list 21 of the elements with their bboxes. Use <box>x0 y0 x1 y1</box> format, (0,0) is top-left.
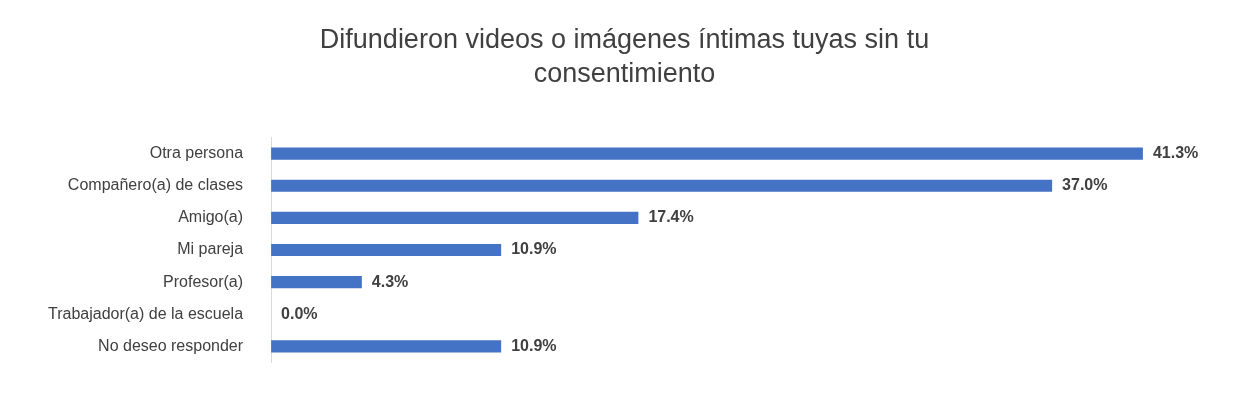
bar <box>271 243 502 257</box>
data-label: 10.9% <box>511 240 557 258</box>
bar <box>271 147 1143 160</box>
y-tick-label: Otra persona <box>149 144 244 162</box>
chart-title: Difundieron videos o imágenes íntimas tuyas sin tu consentimiento <box>318 23 931 90</box>
y-tick-label: Amigo(a) <box>178 208 244 226</box>
bar <box>271 340 502 353</box>
y-tick-label: Mi pareja <box>177 240 244 258</box>
data-label: 0.0% <box>281 304 318 322</box>
y-tick-label: Trabajador(a) de la escuela <box>47 304 244 322</box>
data-label: 37.0% <box>1062 176 1108 194</box>
data-label: 41.3% <box>1152 144 1199 162</box>
data-label: 17.4% <box>648 208 694 226</box>
y-tick-label: Profesor(a) <box>163 272 244 290</box>
data-label: 4.3% <box>371 272 409 290</box>
bar <box>271 211 639 224</box>
y-tick-label: No deseo responder <box>98 336 244 354</box>
bar <box>271 179 1053 192</box>
y-tick-label: Compañero(a) de clases <box>67 176 244 194</box>
data-label: 10.9% <box>511 336 557 354</box>
bar <box>271 276 362 289</box>
